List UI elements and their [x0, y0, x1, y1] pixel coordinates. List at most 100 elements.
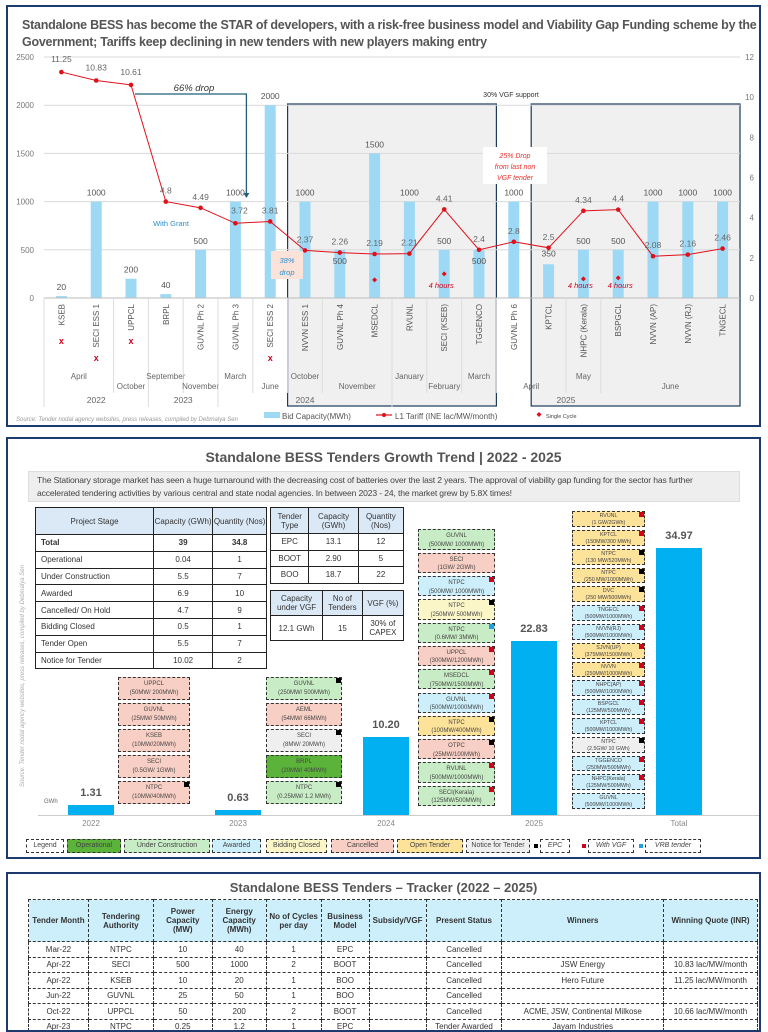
tender-authority: GUVNL: [599, 795, 618, 802]
left-tick-label: 500: [21, 246, 35, 255]
growth-bar: [68, 804, 114, 815]
epc-flag-icon: [336, 678, 341, 683]
vrb-flag-icon: [489, 623, 494, 629]
capacity-bar: [543, 264, 555, 298]
column-header: Winners: [501, 899, 665, 942]
arrow-icon: [243, 193, 250, 198]
tracker-cell: 1: [265, 987, 322, 1004]
month-label: February: [428, 382, 460, 391]
capacity-label: 500: [611, 236, 625, 246]
tender-capacity: (500MW/1000MWh): [584, 614, 633, 621]
month-label: October: [117, 382, 146, 391]
growth-bar-chart: 1.31 2022 0.63 2023 10.20 2024 22.83 2025 34.97 T…: [8, 439, 759, 857]
table-cell: 15: [322, 615, 363, 641]
tender-card: KPTCL (500MW/1000MWh): [572, 718, 645, 734]
unit-label: GWh: [44, 799, 58, 805]
tender-card: NTPC (0.6MW/ 3MWh): [418, 622, 495, 643]
tracker-cell: [368, 1018, 427, 1030]
tender-capacity: (250MW/500MWh): [586, 764, 631, 771]
tracker-cell: NTPC: [87, 941, 154, 958]
year-label: 2023: [174, 395, 193, 405]
capacity-label: 1500: [365, 139, 384, 149]
tracker-cell: 25: [152, 987, 213, 1004]
tender-authority: GUVNL: [143, 707, 165, 713]
tariff-point: [476, 247, 482, 253]
epc-flag-icon: [489, 600, 494, 606]
tender-authority: NTPC: [601, 569, 616, 576]
right-tick-label: 2: [750, 254, 755, 263]
epc-flag-icon: [489, 716, 494, 722]
tender-card: UPPCL (50MW/ 200MWh): [118, 677, 190, 700]
capacity-label: 1000: [296, 188, 315, 198]
right-tick-label: 6: [750, 174, 755, 183]
capacity-bar: [682, 201, 694, 298]
capacity-label: 1000: [400, 188, 419, 198]
year-label: 2022: [87, 395, 106, 405]
vgf-flag-icon: [489, 577, 494, 582]
tender-authority: BRPL: [296, 759, 312, 765]
month-label: June: [662, 382, 680, 391]
tender-capacity: (300MW/1200MWh): [429, 658, 484, 665]
column-header: VGF (%): [361, 590, 405, 616]
tracker-cell: ACME, JSW, Continental Milkose: [501, 1003, 665, 1020]
vgf-table: Capacity under VGF No of Tenders VGF (%) 12…: [269, 590, 405, 641]
tracker-cell: 20: [211, 972, 267, 989]
tender-card: NTPC (500MW/ 1000MWh): [418, 576, 495, 597]
category-label: GUVNL Ph 4: [336, 303, 345, 349]
tariff-label: 4.8: [160, 186, 172, 196]
tender-authority: NVVN(RJ): [596, 626, 621, 632]
tracker-cell: [368, 1003, 427, 1020]
left-tick-label: 1000: [16, 198, 34, 207]
vgf-flag-icon: [639, 606, 644, 612]
epc-flag-icon: [184, 782, 189, 787]
growth-bar: [656, 547, 702, 815]
table-row: Notice for Tender 10.02 2: [35, 651, 267, 670]
tracker-cell: GUVNL: [87, 987, 154, 1004]
vgf-flag-icon: [639, 643, 644, 649]
tender-capacity: (1GW/ 2GWh): [437, 565, 476, 572]
column-header: Power Capacity (MW): [152, 899, 213, 942]
tender-authority: NTPC: [295, 785, 313, 791]
legend-open-tender: Open Tender: [397, 839, 463, 853]
tariff-point: [163, 199, 169, 204]
left-tick-label: 1500: [16, 149, 34, 158]
tracker-cell: Apr-22: [28, 956, 89, 973]
tariff-label: 2.16: [680, 239, 697, 249]
legend-notice: Notice for Tender: [466, 839, 530, 853]
legend-single-cycle-label: Single Cycle: [546, 414, 577, 420]
tender-authority: KSEB: [145, 733, 162, 739]
tender-capacity: (54MW/ 66MWh): [281, 715, 327, 722]
tariff-point: [441, 207, 447, 212]
capacity-bar: [647, 201, 659, 298]
tariff-point: [93, 78, 99, 83]
tender-card: TGGENCO (250MW/500MWh): [572, 755, 645, 772]
month-label: March: [468, 372, 490, 381]
growth-title: Standalone BESS Tenders Growth Trend | 2…: [205, 449, 562, 465]
tracker-row: Jun-22 GUVNL 25 50 1 BOO Cancelled: [28, 987, 758, 1004]
tracker-cell: Jun-22: [28, 987, 89, 1004]
tracker-cell: 2: [265, 1003, 322, 1020]
capacity-label: 350: [542, 248, 556, 258]
vgf-flag-icon: [639, 625, 644, 630]
year-label: 2022: [82, 819, 100, 828]
drop-25-label: VGF tender: [497, 175, 534, 182]
tariff-point: [581, 208, 586, 214]
tender-card: KPTCL (150MW/300 MWh): [572, 530, 645, 546]
vgf-flag-icon: [639, 662, 644, 668]
tracker-cell: 1.2: [211, 1018, 267, 1030]
tender-card: AEML (54MW/ 66MWh): [266, 703, 342, 726]
tender-capacity: (500MW/1000MWh): [584, 802, 633, 809]
legend-legend: Legend: [26, 839, 64, 853]
category-label: GUVNL Ph 2: [197, 303, 206, 349]
tracker-cell: Mar-22: [28, 941, 89, 958]
column-header: Project Stage: [35, 507, 154, 535]
tariff-point: [650, 253, 656, 259]
month-label: November: [339, 382, 376, 391]
table-row: Total 39 34.8: [35, 534, 267, 552]
table-row: Cancelled/ On Hold 4.7 9: [35, 601, 267, 619]
capacity-label: 2000: [261, 91, 280, 101]
tracker-header-row: Tender Month Tendering Authority Power Cap…: [28, 899, 758, 942]
source-note: Source: Tender nodal agency websites, pr…: [16, 417, 238, 423]
tracker-cell: SECI: [87, 956, 154, 973]
tracker-cell: 10: [152, 941, 213, 958]
